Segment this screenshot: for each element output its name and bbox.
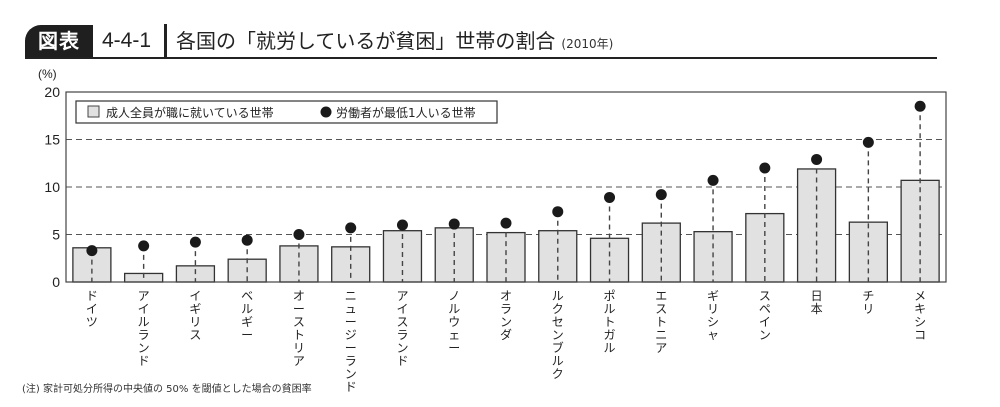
y-tick-label: 0: [52, 274, 60, 290]
dot-11: [604, 191, 616, 203]
chart-title: 各国の「就労しているが貧困」世帯の割合 (2010年): [176, 26, 613, 59]
x-tick-label: エストニア: [655, 289, 667, 355]
dot-7: [396, 219, 408, 231]
x-tick-label: スペイン: [759, 289, 771, 342]
dot-13: [707, 174, 719, 186]
legend-bar-swatch: [87, 105, 100, 118]
x-tick-label: オランダ: [500, 289, 512, 342]
figure-number: 4-4-1: [102, 29, 152, 52]
legend: 成人全員が職に就いている世帯 労働者が最低1人いる世帯: [75, 100, 498, 124]
x-tick-label: アイスランド: [396, 289, 408, 368]
footnote: (注) 家計可処分所得の中央値の 50% を閾値とした場合の貧困率: [22, 384, 312, 395]
dot-5: [293, 229, 305, 240]
x-tick-label: ギリシャ: [707, 289, 719, 342]
dots: [86, 100, 926, 257]
dot-14: [759, 162, 771, 174]
x-tick-label: ニュージーランド: [345, 289, 357, 394]
title-divider: [164, 24, 167, 58]
legend-bar-label: 成人全員が職に就いている世帯: [106, 105, 274, 120]
plot-frame: [65, 91, 947, 283]
y-axis-unit: (%): [38, 67, 57, 81]
title-rule: [25, 57, 937, 59]
dot-6: [345, 222, 357, 234]
x-tick-label: チリ: [862, 289, 874, 316]
dot-10: [552, 206, 564, 218]
bar-9: [486, 231, 526, 283]
figure-badge: 図表: [25, 25, 93, 57]
x-tick-label: イギリス: [189, 289, 201, 342]
dot-4: [241, 234, 253, 246]
y-tick-labels: 0 5 10 15 20: [44, 84, 60, 290]
dot-2: [138, 240, 150, 252]
dot-stems: [91, 106, 921, 282]
x-tick-label: ノルウェー: [448, 289, 460, 355]
x-tick-label: アイルランド: [138, 289, 150, 368]
y-tick-label: 15: [44, 132, 60, 148]
x-tick-label: ドイツ: [86, 289, 98, 329]
x-tick-label: オーストリア: [293, 289, 305, 368]
chart-title-year: (2010年): [561, 37, 614, 51]
dot-12: [655, 189, 667, 201]
y-tick-label: 20: [44, 84, 60, 100]
legend-dot-label: 労働者が最低1人いる世帯: [336, 105, 476, 120]
x-tick-label: ポルトガル: [604, 289, 616, 355]
x-tick-label: ベルギー: [241, 289, 253, 342]
legend-box: [75, 100, 498, 124]
dot-8: [448, 218, 460, 230]
x-tick-labels: ドイツ アイルランド イギリス ベルギー オーストリア ニュージーランド アイスランド ノルウ…: [86, 289, 926, 394]
chart-title-text: 各国の「就労しているが貧困」世帯の割合: [176, 29, 556, 53]
bar-10: [538, 230, 578, 283]
x-tick-label: ルクセンブルク: [552, 289, 564, 381]
y-tick-label: 5: [52, 227, 60, 243]
dot-15: [811, 153, 823, 165]
x-tick-label: メキシコ: [914, 289, 926, 342]
dot-16: [862, 136, 874, 148]
dot-17: [914, 100, 926, 112]
dot-9: [500, 217, 512, 229]
dot-3: [189, 236, 201, 248]
y-tick-label: 10: [44, 179, 60, 195]
x-tick-label: 日本: [811, 289, 823, 316]
legend-dot-icon: [320, 106, 332, 118]
bar-17: [900, 179, 940, 283]
dot-1: [86, 245, 98, 257]
